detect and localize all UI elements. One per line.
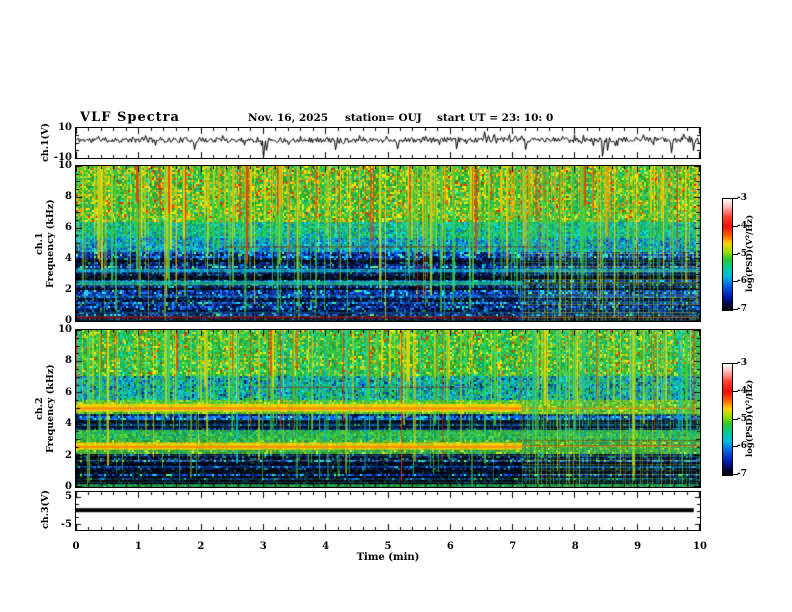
x-tick-label: 10 (693, 541, 707, 552)
colorbar-axis-label: log(PSD)(V²/Hz) (745, 379, 755, 458)
x-tick-label: 1 (134, 541, 142, 552)
colorbar-tick-label: -6 (737, 441, 747, 452)
plot-start-ut: start UT = 23: 10: 0 (437, 112, 554, 124)
colorbar-tick-label: -5 (737, 413, 747, 424)
x-tick-label: 4 (322, 541, 330, 552)
colorbar-tick (733, 446, 738, 448)
colorbar-tick (733, 363, 738, 364)
plot-date: Nov. 16, 2025 (248, 112, 329, 124)
ch2-spectrogram-canvas (76, 330, 700, 487)
y-tick-label: 4 (65, 253, 72, 264)
y-tick-label: 8 (65, 355, 72, 367)
colorbar-tick (733, 390, 738, 392)
y-tick-label: 5 (65, 491, 72, 503)
x-axis-title: Time (min) (356, 552, 420, 563)
ch3-waveform-panel (75, 491, 701, 531)
y-tick-label: 8 (65, 191, 72, 202)
x-tick-label: 3 (259, 541, 267, 552)
colorbar-tick-label: -3 (737, 358, 747, 368)
y-tick-label: 0 (65, 481, 72, 492)
y-tick-label: 10 (58, 122, 72, 133)
colorbar-tick (733, 253, 738, 255)
colorbar-tick-label: -6 (737, 276, 747, 287)
colorbar-tick (733, 418, 738, 420)
colorbar-tick (733, 225, 738, 227)
colorbar-axis-label: log(PSD)(V²/Hz) (745, 214, 755, 293)
x-tick-label: 9 (634, 541, 642, 552)
y-tick-label: 10 (58, 324, 72, 335)
y-tick-label: 6 (65, 222, 72, 233)
y-tick-label: 6 (65, 386, 72, 398)
x-tick-label: 0 (72, 541, 80, 552)
ch1-waveform-canvas (76, 128, 700, 158)
ch1-frequency-axis-label: ch.1 Frequency (kHz) (34, 199, 56, 288)
colorbar-tick (733, 474, 738, 475)
ch1-spectrogram-panel (75, 165, 701, 322)
ch2-colorbar (722, 363, 733, 476)
colorbar-tick-label: -4 (737, 220, 747, 231)
ch1-spectrogram-canvas (76, 166, 700, 321)
ch1-colorbar (722, 198, 733, 311)
y-tick-label: 4 (65, 418, 72, 430)
y-tick-label: 10 (58, 160, 72, 171)
y-tick-label: -10 (53, 152, 72, 163)
colorbar-tick-label: -4 (737, 385, 747, 396)
colorbar-tick (733, 309, 738, 310)
x-tick-label: 6 (446, 541, 454, 552)
x-tick-label: 5 (384, 541, 392, 552)
colorbar-tick-label: -5 (737, 248, 747, 259)
colorbar-tick (733, 198, 738, 199)
x-tick-label: 8 (571, 541, 579, 552)
ch3-waveform-canvas (76, 492, 700, 530)
x-tick-label: 2 (197, 541, 205, 552)
y-tick-label: 2 (65, 284, 72, 295)
x-tick-label: 7 (509, 541, 517, 552)
colorbar-tick (733, 281, 738, 283)
plot-title: VLF Spectra (80, 110, 180, 125)
y-tick-label: -5 (60, 518, 72, 530)
ch2-frequency-axis-label: ch.2 Frequency (kHz) (34, 364, 56, 453)
y-tick-label: 0 (65, 315, 72, 326)
y-tick-label: 2 (65, 449, 72, 461)
colorbar-tick-label: -7 (737, 469, 747, 479)
plot-station: station= OUJ (345, 112, 422, 124)
ch2-spectrogram-panel (75, 329, 701, 488)
colorbar-tick-label: -7 (737, 304, 747, 314)
colorbar-tick-label: -3 (737, 193, 747, 203)
ch1-waveform-panel (75, 127, 701, 159)
